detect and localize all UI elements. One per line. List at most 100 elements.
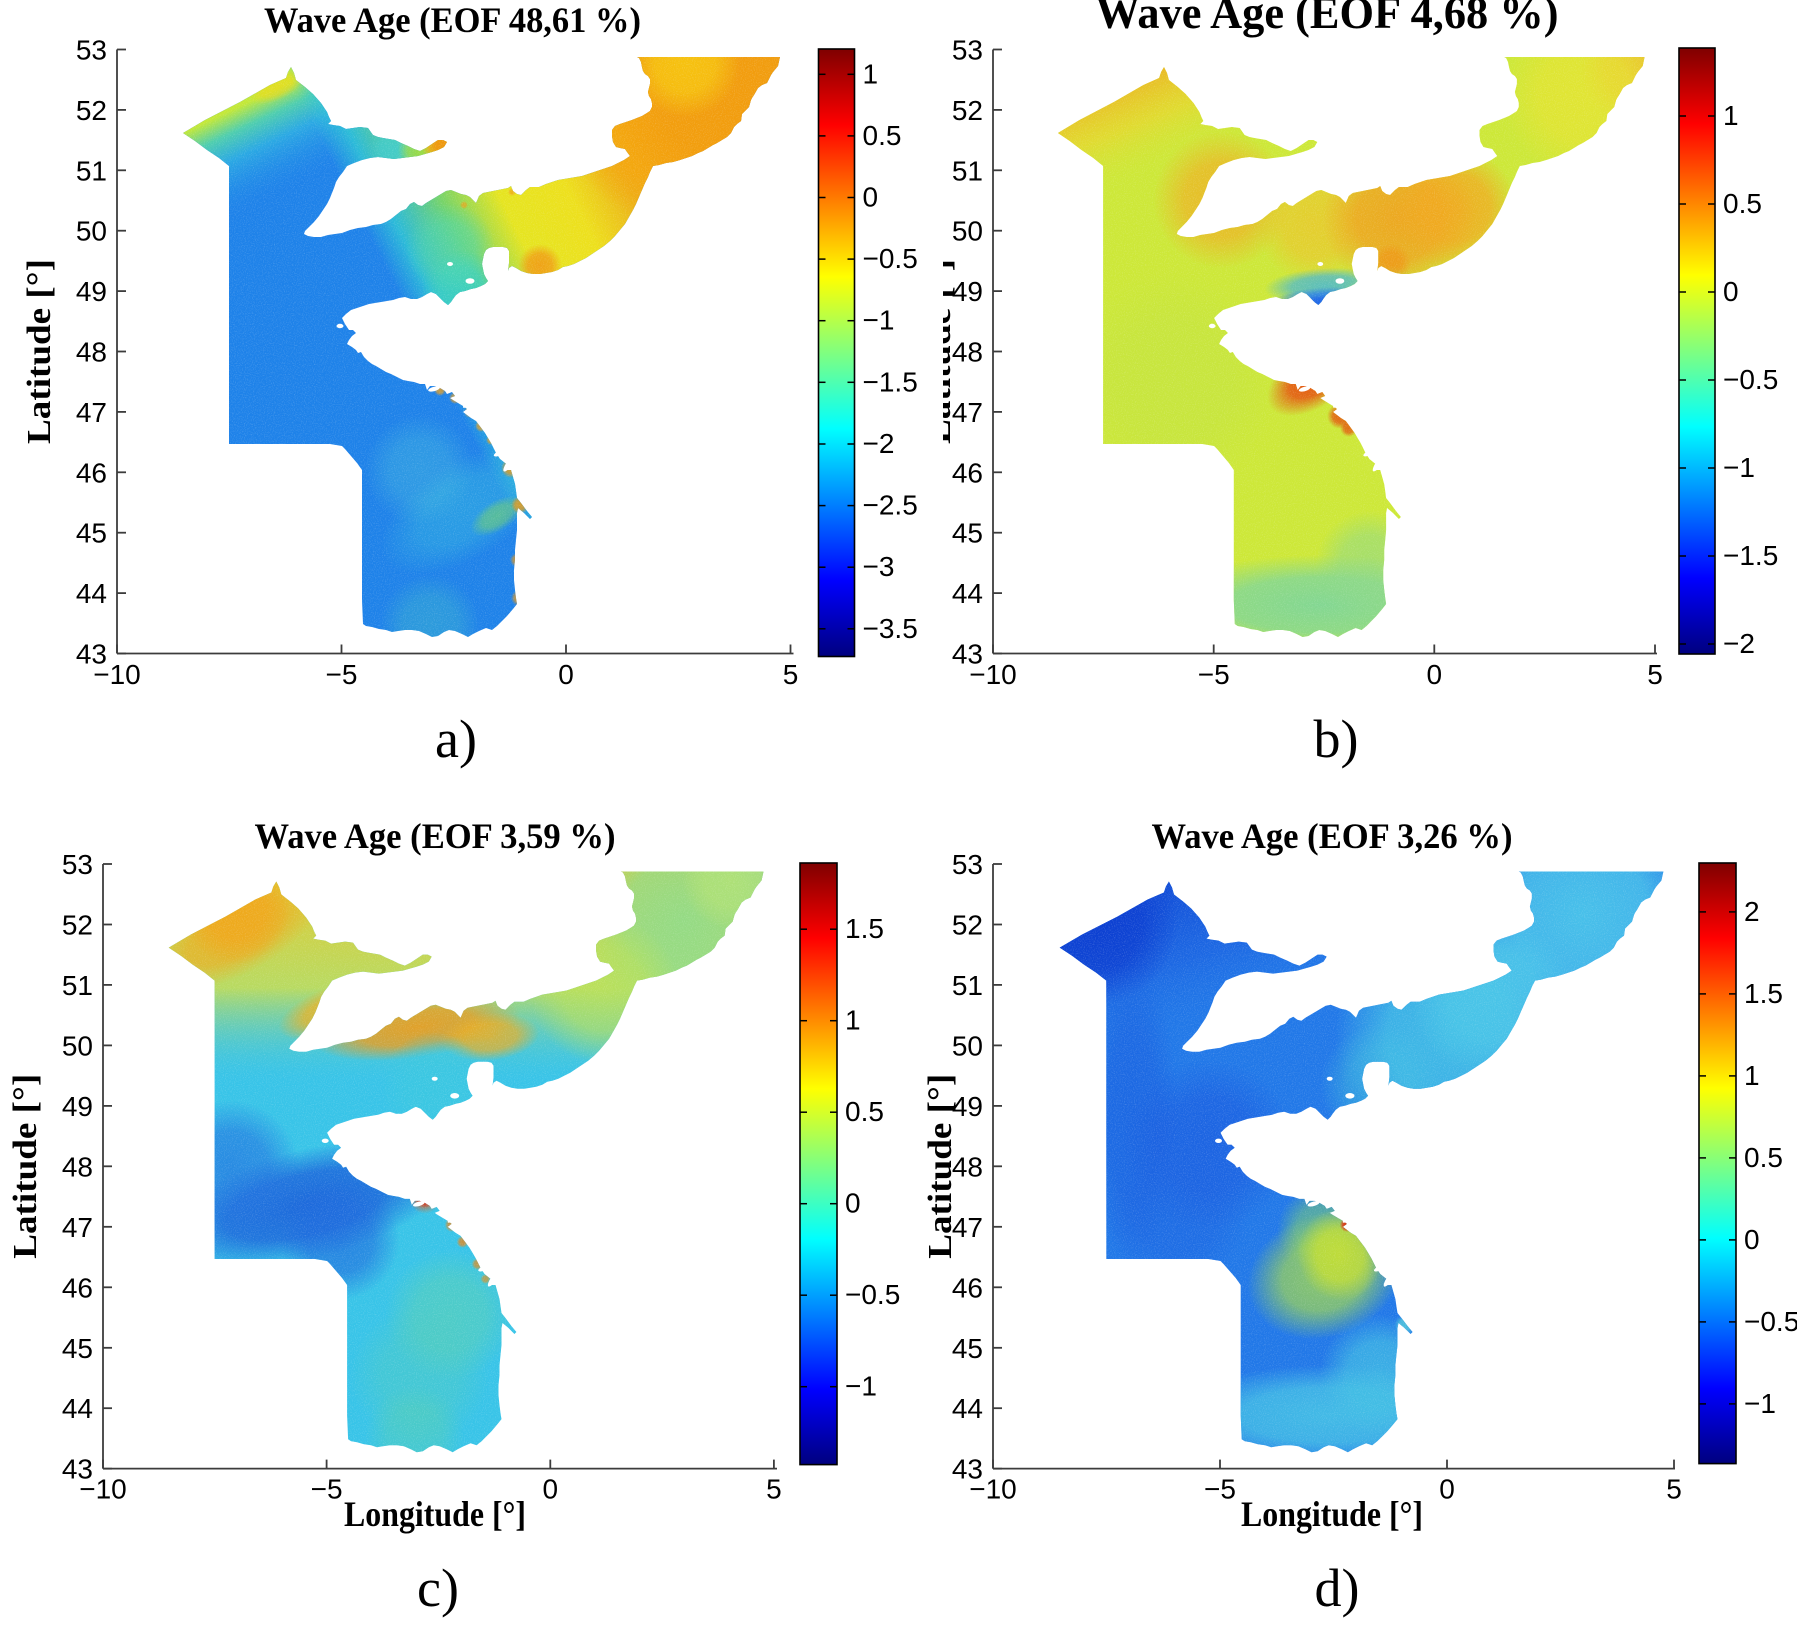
svg-text:0: 0 <box>543 1474 559 1505</box>
svg-text:0.5: 0.5 <box>863 120 902 151</box>
svg-text:Wave Age (EOF 3,26 %): Wave Age (EOF 3,26 %) <box>1152 816 1513 856</box>
svg-text:1.5: 1.5 <box>845 913 884 944</box>
svg-text:45: 45 <box>62 1333 93 1364</box>
svg-text:0: 0 <box>1723 276 1739 307</box>
svg-text:−1.5: −1.5 <box>1723 540 1778 571</box>
svg-text:0.5: 0.5 <box>1723 188 1762 219</box>
svg-text:Wave Age (EOF 3,59 %): Wave Age (EOF 3,59 %) <box>255 816 616 856</box>
svg-text:−0.5: −0.5 <box>845 1279 900 1310</box>
svg-text:0: 0 <box>863 182 879 213</box>
svg-text:−1: −1 <box>845 1371 877 1402</box>
svg-text:48: 48 <box>952 1151 983 1182</box>
svg-text:50: 50 <box>952 216 983 247</box>
svg-text:0: 0 <box>1744 1224 1760 1255</box>
svg-text:48: 48 <box>76 337 107 368</box>
svg-text:53: 53 <box>952 35 983 66</box>
svg-text:−10: −10 <box>969 659 1017 690</box>
svg-text:44: 44 <box>62 1393 93 1424</box>
svg-text:46: 46 <box>76 457 107 488</box>
svg-text:−1.5: −1.5 <box>863 366 918 397</box>
svg-text:49: 49 <box>952 276 983 307</box>
svg-text:5: 5 <box>783 659 799 690</box>
svg-text:44: 44 <box>952 578 983 609</box>
svg-text:51: 51 <box>76 155 107 186</box>
svg-text:53: 53 <box>952 849 983 880</box>
svg-text:53: 53 <box>62 849 93 880</box>
svg-text:1: 1 <box>1723 100 1739 131</box>
svg-text:Wave Age (EOF 48,61 %): Wave Age (EOF 48,61 %) <box>264 0 641 40</box>
svg-text:47: 47 <box>952 1212 983 1243</box>
svg-text:−0.5: −0.5 <box>1744 1306 1797 1337</box>
svg-text:1.5: 1.5 <box>1744 978 1783 1009</box>
svg-text:c): c) <box>417 1558 459 1618</box>
svg-text:46: 46 <box>62 1272 93 1303</box>
svg-text:46: 46 <box>952 457 983 488</box>
svg-text:52: 52 <box>62 910 93 941</box>
svg-text:5: 5 <box>1647 659 1663 690</box>
svg-text:Longitude [°]: Longitude [°] <box>344 1494 526 1534</box>
svg-text:0: 0 <box>1439 1474 1455 1505</box>
svg-text:2: 2 <box>1744 896 1760 927</box>
svg-text:44: 44 <box>952 1393 983 1424</box>
svg-text:b): b) <box>1314 709 1359 769</box>
svg-text:48: 48 <box>62 1151 93 1182</box>
svg-text:53: 53 <box>76 35 107 66</box>
svg-text:Latitude [°]: Latitude [°] <box>922 1074 959 1259</box>
svg-text:52: 52 <box>952 910 983 941</box>
svg-text:0: 0 <box>1427 659 1443 690</box>
svg-text:43: 43 <box>952 639 983 670</box>
svg-text:−5: −5 <box>311 1474 343 1505</box>
svg-text:50: 50 <box>76 216 107 247</box>
svg-text:1: 1 <box>845 1005 861 1036</box>
svg-text:−0.5: −0.5 <box>1723 364 1778 395</box>
svg-text:−0.5: −0.5 <box>863 243 918 274</box>
svg-text:0: 0 <box>845 1188 861 1219</box>
svg-text:Longitude [°]: Longitude [°] <box>1241 1494 1423 1534</box>
svg-text:Latitude [°]: Latitude [°] <box>7 1074 44 1259</box>
svg-text:5: 5 <box>766 1474 782 1505</box>
svg-text:−10: −10 <box>93 659 141 690</box>
svg-text:49: 49 <box>952 1091 983 1122</box>
svg-text:−5: −5 <box>1198 659 1230 690</box>
svg-text:45: 45 <box>952 1333 983 1364</box>
svg-text:52: 52 <box>76 95 107 126</box>
svg-text:−2.5: −2.5 <box>863 490 918 521</box>
svg-text:47: 47 <box>952 397 983 428</box>
svg-text:50: 50 <box>952 1030 983 1061</box>
svg-text:0: 0 <box>558 659 574 690</box>
svg-text:49: 49 <box>76 276 107 307</box>
svg-text:−5: −5 <box>326 659 358 690</box>
svg-text:45: 45 <box>76 518 107 549</box>
svg-text:0.5: 0.5 <box>845 1096 884 1127</box>
svg-text:49: 49 <box>62 1091 93 1122</box>
svg-text:1: 1 <box>863 58 879 89</box>
svg-text:d): d) <box>1315 1558 1360 1618</box>
svg-text:−5: −5 <box>1204 1474 1236 1505</box>
svg-text:Latitude [°]: Latitude [°] <box>21 259 58 444</box>
svg-text:−1: −1 <box>1744 1388 1776 1419</box>
svg-text:45: 45 <box>952 518 983 549</box>
svg-text:50: 50 <box>62 1030 93 1061</box>
svg-text:46: 46 <box>952 1272 983 1303</box>
svg-text:−1: −1 <box>863 305 895 336</box>
svg-text:−1: −1 <box>1723 452 1755 483</box>
svg-text:47: 47 <box>76 397 107 428</box>
svg-text:0.5: 0.5 <box>1744 1142 1783 1173</box>
svg-text:48: 48 <box>952 337 983 368</box>
svg-text:Wave Age (EOF 4,68 %): Wave Age (EOF 4,68 %) <box>1096 0 1559 38</box>
svg-text:−3: −3 <box>863 551 895 582</box>
svg-text:−2: −2 <box>863 428 895 459</box>
svg-text:5: 5 <box>1666 1474 1682 1505</box>
svg-text:Latitude [°]: Latitude [°] <box>921 259 958 444</box>
svg-text:51: 51 <box>952 970 983 1001</box>
svg-text:−10: −10 <box>969 1474 1017 1505</box>
svg-text:43: 43 <box>76 639 107 670</box>
svg-text:−10: −10 <box>79 1474 127 1505</box>
svg-text:−3.5: −3.5 <box>863 613 918 644</box>
svg-text:44: 44 <box>76 578 107 609</box>
svg-text:51: 51 <box>62 970 93 1001</box>
svg-text:43: 43 <box>952 1454 983 1485</box>
svg-text:−2: −2 <box>1723 628 1755 659</box>
svg-text:1: 1 <box>1744 1060 1760 1091</box>
svg-text:52: 52 <box>952 95 983 126</box>
